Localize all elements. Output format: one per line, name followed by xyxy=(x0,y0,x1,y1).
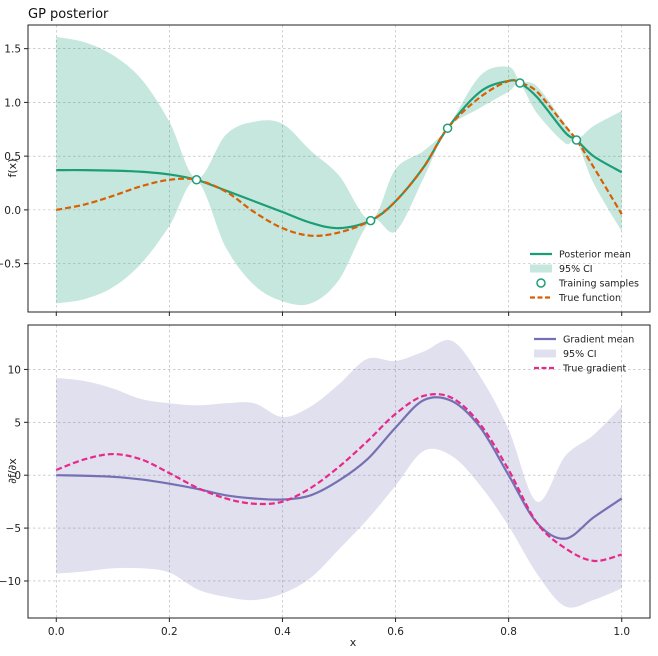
x-tick-label: 0.4 xyxy=(274,626,291,638)
bottom-axes-frame xyxy=(27,324,651,619)
y-tick-label: 5 xyxy=(14,417,21,429)
top-axes-frame xyxy=(27,24,651,313)
mean-curve xyxy=(56,396,623,540)
bottom-ylabel: ∂f/∂x xyxy=(6,458,19,484)
y-tick-label: 0 xyxy=(14,470,21,482)
x-tick-label: 0.2 xyxy=(161,626,178,638)
legend-marker xyxy=(536,278,546,288)
y-tick-label: −0.5 xyxy=(0,259,21,271)
y-tick-label: 1.0 xyxy=(4,97,21,109)
legend-label: Gradient mean xyxy=(563,335,634,346)
training-point xyxy=(442,123,453,133)
legend-label: 95% CI xyxy=(563,349,597,360)
y-tick-label: −5 xyxy=(6,523,21,535)
x-tick-label: 0.0 xyxy=(48,626,65,638)
bottom-legend: Gradient mean 95% CI True gradient xyxy=(534,335,634,375)
y-tick-label: 10 xyxy=(8,364,21,376)
x-tick-label: 0.6 xyxy=(387,626,404,638)
legend-label: Training samples xyxy=(558,279,639,290)
bottom-xlabel: x xyxy=(350,636,357,649)
y-tick-label: 1.5 xyxy=(4,44,21,56)
x-tick-label: 0.8 xyxy=(500,626,517,638)
top-ylabel: f(x) xyxy=(6,159,19,178)
y-tick-label: −10 xyxy=(0,576,21,588)
legend-label: Posterior mean xyxy=(559,250,631,261)
chart-title: GP posterior xyxy=(28,7,109,22)
legend-swatch xyxy=(534,349,556,358)
y-tick-label: 0.0 xyxy=(4,205,21,217)
legend-label: True gradient xyxy=(562,364,626,375)
legend-label: True function xyxy=(558,293,621,304)
gradient-axes: 0.0 0.2 0.4 0.6 0.8 1.0 −10 −5 0 5 10 ∂f/∂x x Grad… xyxy=(0,324,651,649)
training-point xyxy=(365,215,376,226)
gp-posterior-axes: GP posterior −0.5 0.0 0.5 1.0 1.5 f(x) Poste… xyxy=(0,7,651,316)
legend-label: 95% CI xyxy=(559,264,593,275)
training-point xyxy=(191,175,202,185)
ci-band xyxy=(56,339,622,608)
y-tick-label: 0.5 xyxy=(4,151,21,163)
training-point xyxy=(571,135,582,145)
ci-band xyxy=(56,36,622,306)
top-legend: Posterior mean 95% CI Training samples True… xyxy=(530,250,639,304)
legend-swatch xyxy=(530,264,552,273)
x-tick-label: 1.0 xyxy=(613,626,630,638)
training-point xyxy=(515,78,525,88)
